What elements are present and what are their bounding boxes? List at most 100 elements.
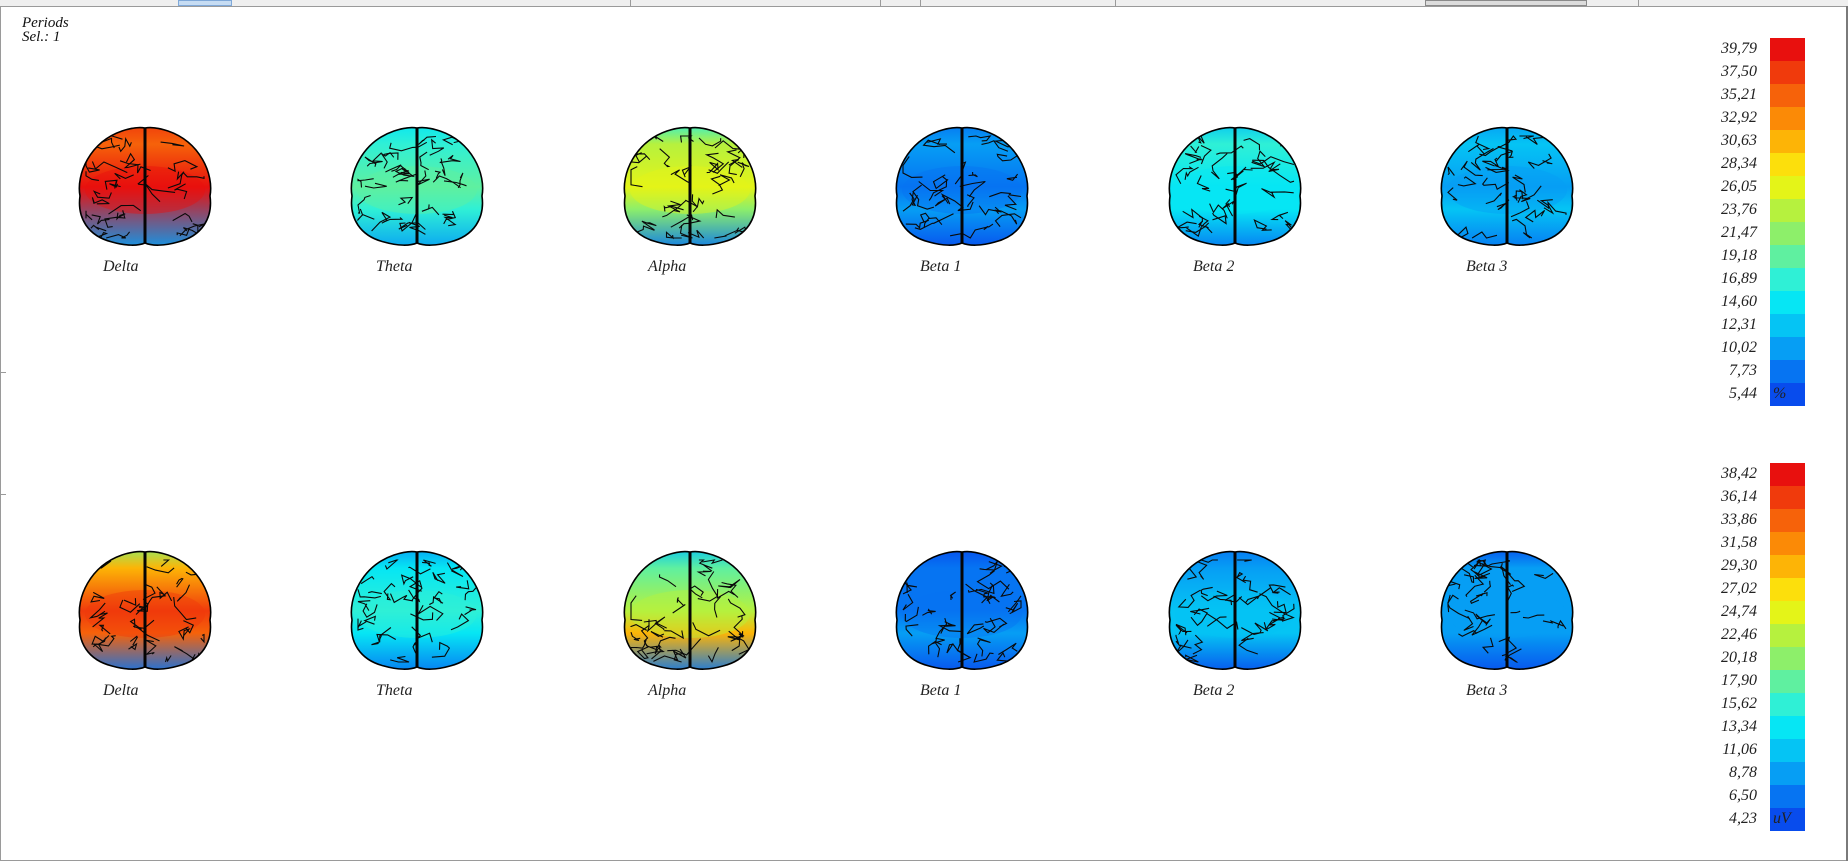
sulcus-line xyxy=(702,559,723,565)
sulcus-line xyxy=(357,589,382,599)
sulcus-line xyxy=(663,205,684,212)
sulcus-line xyxy=(135,619,160,642)
sulcus-line xyxy=(1525,136,1546,145)
color-scale-tick-label: 26,05 xyxy=(1721,178,1757,195)
sulcus-line xyxy=(966,194,975,208)
sulcus-line xyxy=(1009,600,1022,615)
sulcus-line xyxy=(902,593,914,611)
sulcus-line xyxy=(959,180,986,198)
brain-map-beta-3[interactable] xyxy=(1428,546,1586,676)
sulcus-line xyxy=(85,210,93,221)
sulcus-line xyxy=(902,192,915,212)
sulcus-line xyxy=(1510,201,1530,218)
sulcus-line xyxy=(1506,571,1526,593)
band-label-beta-2: Beta 2 xyxy=(1193,258,1235,275)
color-scale-tick-label: 29,30 xyxy=(1721,557,1757,574)
brain-topography xyxy=(623,126,757,246)
sulcus-line xyxy=(1004,195,1017,211)
sulcus-line xyxy=(630,639,647,649)
sulcus-line xyxy=(1175,639,1189,654)
sulcus-line xyxy=(385,164,402,173)
brain-map-theta[interactable] xyxy=(338,122,496,252)
sulcus-line xyxy=(357,208,375,222)
sulcus-line xyxy=(912,184,935,210)
color-scale-tick-label: 12,31 xyxy=(1721,316,1757,333)
sulcus-line xyxy=(902,156,923,178)
sulcus-line xyxy=(1200,590,1228,602)
sulcus-line xyxy=(116,212,126,221)
brain-map-theta[interactable] xyxy=(338,546,496,676)
brain-map-beta-1[interactable] xyxy=(883,122,1041,252)
sulcus-line xyxy=(672,597,686,614)
brain-map-beta-2[interactable] xyxy=(1156,122,1314,252)
sulcus-line xyxy=(399,213,417,232)
sulcus-line xyxy=(726,149,741,176)
sulcus-line xyxy=(931,617,948,645)
color-scale-segment xyxy=(1770,601,1805,624)
sulcus-line xyxy=(1209,203,1228,219)
sulcus-line xyxy=(200,633,205,644)
brain-map-delta[interactable] xyxy=(66,122,224,252)
sulcus-line xyxy=(1251,150,1266,168)
sulcus-line xyxy=(160,559,171,567)
sulcus-line xyxy=(1200,586,1213,597)
brain-map-delta[interactable] xyxy=(66,546,224,676)
sulcus-line xyxy=(1268,163,1281,173)
brain-map-beta-2[interactable] xyxy=(1156,546,1314,676)
sulcus-line xyxy=(91,197,110,205)
sulcus-line xyxy=(1177,589,1201,608)
sulcus-line xyxy=(1250,160,1276,170)
color-scale-tick-label: 31,58 xyxy=(1721,534,1757,551)
sulcus-line xyxy=(1004,135,1022,145)
sulcus-line xyxy=(91,635,110,645)
color-scale-tick-label: 22,46 xyxy=(1721,626,1757,643)
color-scale-segment xyxy=(1770,555,1805,578)
sulcus-line xyxy=(91,161,128,174)
vertical-scrollbar-edge[interactable] xyxy=(1846,6,1848,861)
sulcus-line xyxy=(389,141,428,152)
sulcus-line xyxy=(1456,564,1475,584)
band-label-beta-1: Beta 1 xyxy=(920,258,962,275)
sulcus-line xyxy=(368,591,382,595)
sulcus-line xyxy=(440,158,446,176)
top-toolbar-strip xyxy=(0,0,1848,7)
brain-map-alpha[interactable] xyxy=(611,122,769,252)
brain-map-beta-1[interactable] xyxy=(883,546,1041,676)
sulcus-line xyxy=(457,172,464,189)
sulcus-line xyxy=(128,642,138,651)
sulcus-line xyxy=(1263,611,1282,631)
sulcus-line xyxy=(85,171,99,181)
sulcus-line xyxy=(1447,166,1455,176)
sulcus-line xyxy=(145,639,157,655)
sulcus-line xyxy=(98,624,111,635)
color-scale-tick-label: 10,02 xyxy=(1721,339,1757,356)
sulcus-line xyxy=(919,212,931,223)
sulcus-line xyxy=(1536,199,1567,215)
sulcus-line xyxy=(1211,153,1228,180)
splitter-tick xyxy=(0,372,6,373)
sulcus-line xyxy=(400,574,422,588)
sulcus-line xyxy=(104,179,118,190)
sulcus-line xyxy=(1005,602,1019,613)
sulcus-line xyxy=(432,175,461,189)
sulcus-line xyxy=(721,581,739,598)
sulcus-line xyxy=(363,615,377,625)
brain-map-alpha[interactable] xyxy=(611,546,769,676)
sulcus-line xyxy=(1470,561,1493,576)
sulcus-line xyxy=(167,160,199,173)
sulcus-line xyxy=(429,596,444,606)
color-scale-microvolt: 38,42 36,14 33,86 31,58 29,30 27,02 24,74 22,46… xyxy=(1650,463,1820,853)
sulcus-line xyxy=(1522,614,1545,619)
sulcus-line xyxy=(1284,220,1295,233)
sulcus-line xyxy=(371,211,392,232)
sulcus-line xyxy=(362,603,378,618)
sulcus-line xyxy=(164,655,172,663)
sulcus-line xyxy=(371,627,392,646)
color-scale-segment xyxy=(1770,647,1805,670)
sulcus-line xyxy=(434,170,442,179)
sulcus-line xyxy=(1481,177,1510,191)
sulcus-line xyxy=(688,585,704,599)
brain-topography xyxy=(1440,550,1574,670)
brain-map-beta-3[interactable] xyxy=(1428,122,1586,252)
sulcus-line xyxy=(730,615,745,642)
